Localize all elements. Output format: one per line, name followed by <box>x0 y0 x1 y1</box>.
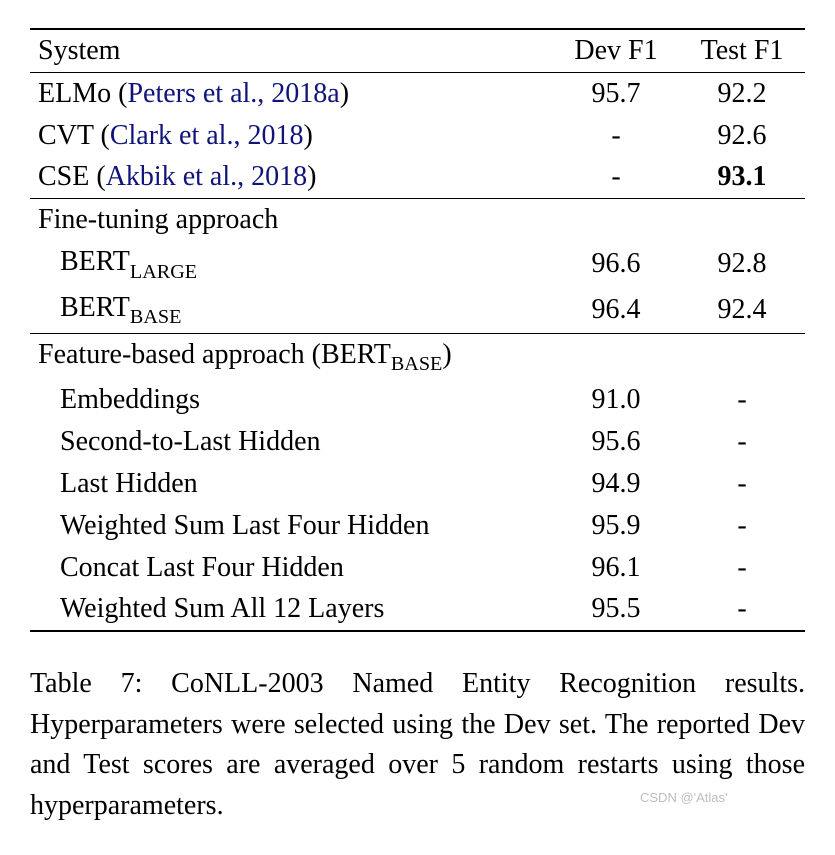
system-cell: Concat Last Four Hidden <box>30 547 553 589</box>
label-post: ) <box>303 120 312 151</box>
dev-cell: - <box>553 156 679 198</box>
table-header-row: System Dev F1 Test F1 <box>30 29 805 72</box>
system-cell: Embeddings <box>30 379 553 421</box>
title-subscript: BASE <box>391 353 443 375</box>
dev-cell: 95.9 <box>553 505 679 547</box>
table-row: CVT (Clark et al., 2018) - 92.6 <box>30 115 805 157</box>
table-row: BERTLARGE 96.6 92.8 <box>30 241 805 287</box>
section-title-row: Fine-tuning approach <box>30 199 805 241</box>
citation-link[interactable]: Akbik et al., 2018 <box>106 161 307 192</box>
results-table-container: System Dev F1 Test F1 ELMo (Peters et al… <box>30 28 805 632</box>
test-cell: - <box>679 463 805 505</box>
dev-cell: 96.1 <box>553 547 679 589</box>
dev-cell: 96.4 <box>553 287 679 333</box>
test-cell-bold: 93.1 <box>679 156 805 198</box>
label-post: ) <box>340 78 349 109</box>
table-row: Concat Last Four Hidden 96.1 - <box>30 547 805 589</box>
model-name: BERT <box>60 246 130 277</box>
table-row: CSE (Akbik et al., 2018) - 93.1 <box>30 156 805 198</box>
system-cell: BERTLARGE <box>30 241 553 287</box>
system-cell: Second-to-Last Hidden <box>30 421 553 463</box>
dev-cell: 94.9 <box>553 463 679 505</box>
table-row: Second-to-Last Hidden 95.6 - <box>30 421 805 463</box>
results-table: System Dev F1 Test F1 ELMo (Peters et al… <box>30 28 805 632</box>
table-row: ELMo (Peters et al., 2018a) 95.7 92.2 <box>30 72 805 114</box>
section-title: Feature-based approach (BERTBASE) <box>30 333 805 379</box>
table-row: BERTBASE 96.4 92.4 <box>30 287 805 333</box>
test-cell: - <box>679 421 805 463</box>
test-cell: - <box>679 547 805 589</box>
label-post: ) <box>307 161 316 192</box>
model-name: BERT <box>60 292 130 323</box>
test-cell: 92.4 <box>679 287 805 333</box>
system-cell: ELMo (Peters et al., 2018a) <box>30 72 553 114</box>
system-cell: Weighted Sum Last Four Hidden <box>30 505 553 547</box>
table-row: Embeddings 91.0 - <box>30 379 805 421</box>
watermark-text: CSDN @'Atlas' <box>640 790 728 805</box>
col-test: Test F1 <box>679 29 805 72</box>
system-cell: CVT (Clark et al., 2018) <box>30 115 553 157</box>
label-pre: ELMo ( <box>38 78 127 109</box>
label-pre: CVT ( <box>38 120 110 151</box>
dev-cell: 91.0 <box>553 379 679 421</box>
col-dev: Dev F1 <box>553 29 679 72</box>
dev-cell: 96.6 <box>553 241 679 287</box>
test-cell: 92.6 <box>679 115 805 157</box>
citation-link[interactable]: Clark et al., 2018 <box>110 120 304 151</box>
section-title-row: Feature-based approach (BERTBASE) <box>30 333 805 379</box>
model-subscript: LARGE <box>130 261 197 283</box>
system-cell: CSE (Akbik et al., 2018) <box>30 156 553 198</box>
test-cell: - <box>679 505 805 547</box>
table-row: Weighted Sum Last Four Hidden 95.9 - <box>30 505 805 547</box>
label-pre: CSE ( <box>38 161 106 192</box>
test-cell: - <box>679 588 805 631</box>
table-row: Last Hidden 94.9 - <box>30 463 805 505</box>
system-cell: Weighted Sum All 12 Layers <box>30 588 553 631</box>
test-cell: 92.8 <box>679 241 805 287</box>
col-system: System <box>30 29 553 72</box>
table-row: Weighted Sum All 12 Layers 95.5 - <box>30 588 805 631</box>
citation-link[interactable]: Peters et al., 2018a <box>127 78 339 109</box>
dev-cell: 95.6 <box>553 421 679 463</box>
test-cell: - <box>679 379 805 421</box>
title-pre: Feature-based approach (BERT <box>38 339 391 370</box>
system-cell: Last Hidden <box>30 463 553 505</box>
system-cell: BERTBASE <box>30 287 553 333</box>
title-post: ) <box>442 339 451 370</box>
dev-cell: 95.7 <box>553 72 679 114</box>
test-cell: 92.2 <box>679 72 805 114</box>
dev-cell: 95.5 <box>553 588 679 631</box>
section-title: Fine-tuning approach <box>30 199 805 241</box>
dev-cell: - <box>553 115 679 157</box>
model-subscript: BASE <box>130 306 182 328</box>
